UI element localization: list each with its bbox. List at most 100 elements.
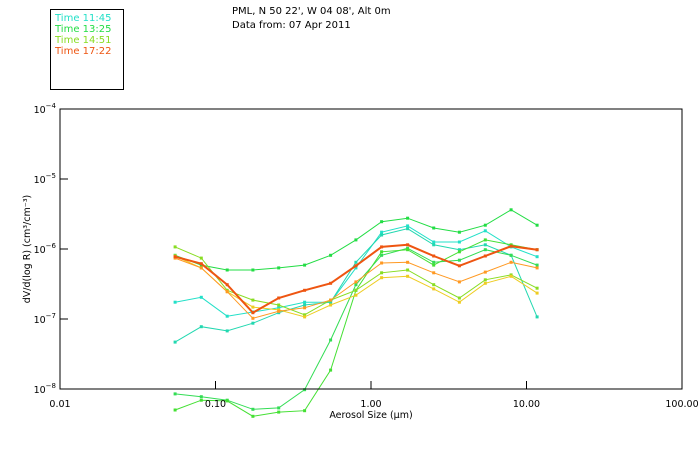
data-point — [380, 253, 384, 257]
y-tick-label: 10−4 — [34, 102, 57, 116]
data-point — [535, 315, 539, 319]
data-point — [380, 261, 384, 265]
data-point — [303, 263, 307, 267]
data-point — [277, 296, 281, 300]
data-point — [173, 300, 177, 304]
y-tick-label: 10−6 — [34, 242, 57, 256]
data-point — [380, 245, 384, 249]
series-line — [174, 243, 538, 314]
data-point — [303, 300, 307, 304]
data-point — [173, 245, 177, 249]
legend-item-1325: Time 13:25 — [55, 24, 112, 35]
data-point — [380, 233, 384, 237]
data-point — [483, 270, 487, 274]
data-point — [303, 306, 307, 310]
data-point — [457, 258, 461, 262]
data-point — [432, 240, 436, 244]
legend-item-1451: Time 14:51 — [55, 35, 112, 46]
data-point — [457, 296, 461, 300]
data-point — [225, 314, 229, 318]
data-point — [432, 226, 436, 230]
series-1 — [173, 227, 539, 344]
data-point — [329, 368, 333, 372]
data-point — [329, 281, 333, 285]
data-point — [277, 306, 281, 310]
data-point — [354, 266, 358, 270]
y-axis-title: dV/d(log R) (cm³/cm⁻³) — [22, 195, 33, 304]
data-point — [406, 227, 410, 231]
data-point — [303, 313, 307, 317]
data-point — [535, 266, 539, 270]
data-point — [483, 254, 487, 258]
data-point — [251, 414, 255, 418]
data-point — [225, 329, 229, 333]
plot-frame — [59, 108, 683, 390]
data-point — [303, 315, 307, 319]
data-point — [303, 303, 307, 307]
data-point — [432, 287, 436, 291]
data-point — [354, 260, 358, 264]
data-point — [380, 276, 384, 280]
data-point — [432, 243, 436, 247]
data-point — [457, 240, 461, 244]
data-point — [277, 309, 281, 313]
data-point — [225, 290, 229, 294]
data-point — [354, 283, 358, 287]
data-point — [329, 338, 333, 342]
data-point — [509, 253, 513, 257]
data-point — [277, 303, 281, 307]
data-point — [251, 268, 255, 272]
data-point — [173, 392, 177, 396]
data-point — [406, 268, 410, 272]
data-point — [457, 264, 461, 268]
data-point — [406, 260, 410, 264]
data-point — [199, 395, 203, 399]
data-point — [457, 248, 461, 252]
data-point — [251, 407, 255, 411]
data-point — [535, 223, 539, 227]
series-layer — [173, 208, 539, 418]
data-point — [380, 220, 384, 224]
data-point — [199, 262, 203, 266]
series-line — [175, 247, 538, 410]
data-point — [251, 321, 255, 325]
ticks-layer: 0.01 0.10 1.00 10.00 100.00 10−4 10−5 10−6 10−7 1… — [34, 102, 699, 410]
data-point — [173, 408, 177, 412]
data-point — [329, 298, 333, 302]
data-point — [483, 248, 487, 252]
data-point — [173, 340, 177, 344]
legend-box: Time 11:45 Time 13:25 Time 14:51 Time 17… — [50, 9, 124, 90]
data-point — [199, 266, 203, 270]
data-point — [380, 250, 384, 254]
date-header: Data from: 07 Apr 2011 — [232, 20, 351, 31]
y-tick-label: 10−8 — [34, 382, 56, 396]
data-point — [251, 305, 255, 309]
data-point — [432, 254, 436, 258]
data-point — [457, 250, 461, 254]
data-point — [199, 325, 203, 329]
x-axis-title: Aerosol Size (μm) — [329, 410, 412, 421]
data-point — [329, 303, 333, 307]
legend-item-1145: Time 11:45 — [55, 13, 112, 24]
data-point — [509, 274, 513, 278]
data-point — [483, 243, 487, 247]
data-point — [354, 238, 358, 242]
data-point — [329, 253, 333, 257]
data-point — [173, 255, 177, 259]
data-point — [277, 410, 281, 414]
data-point — [303, 388, 307, 392]
data-point — [406, 216, 410, 220]
data-point — [199, 256, 203, 260]
x-tick-label: 1.00 — [360, 399, 381, 410]
y-tick-label: 10−5 — [34, 172, 56, 186]
data-point — [432, 283, 436, 287]
data-point — [432, 263, 436, 267]
data-point — [225, 399, 229, 403]
data-point — [303, 288, 307, 292]
data-point — [406, 248, 410, 252]
data-point — [251, 311, 255, 315]
data-point — [457, 300, 461, 304]
x-tick-label: 100.00 — [665, 399, 698, 410]
data-point — [535, 291, 539, 295]
